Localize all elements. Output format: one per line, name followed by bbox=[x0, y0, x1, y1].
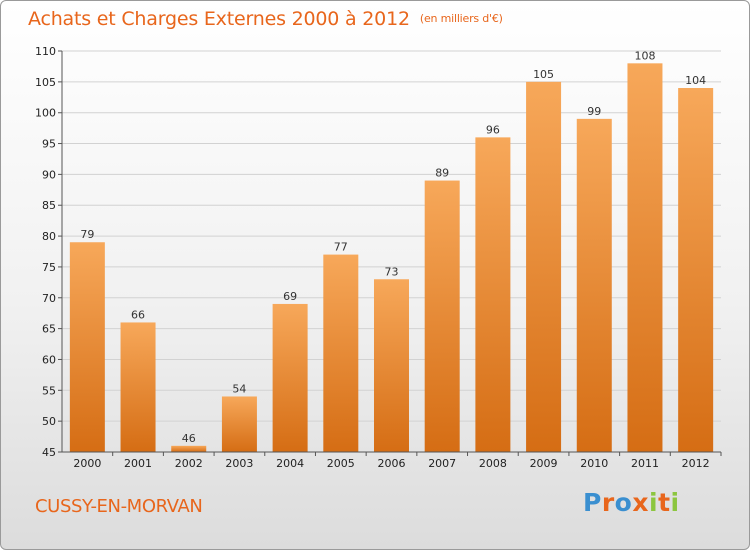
x-tick-label: 2003 bbox=[225, 457, 253, 470]
bar-value-label: 69 bbox=[283, 290, 297, 303]
x-tick-label: 2000 bbox=[73, 457, 101, 470]
bar bbox=[576, 118, 612, 452]
chart-title-text: Achats et Charges Externes 2000 à 2012 bbox=[28, 8, 410, 30]
bar-value-label: 89 bbox=[435, 167, 449, 180]
bar-layer: 79 66 46 54 69 77 73 89 96 105 99 108 104 bbox=[69, 49, 714, 453]
x-tick-label: 2008 bbox=[479, 457, 507, 470]
commune-name: CUSSY-EN-MORVAN bbox=[35, 496, 203, 517]
bar-value-label: 105 bbox=[533, 68, 554, 81]
bar bbox=[475, 137, 511, 452]
y-tick-label: 80 bbox=[42, 230, 56, 243]
y-tick-label: 95 bbox=[42, 138, 56, 151]
y-tick-label: 90 bbox=[42, 168, 56, 181]
bar bbox=[424, 180, 460, 453]
y-tick-label: 110 bbox=[35, 45, 56, 58]
bar-value-label: 79 bbox=[80, 228, 94, 241]
logo-letter: r bbox=[601, 488, 615, 517]
chart-subtitle: (en milliers d'€) bbox=[419, 12, 503, 25]
bar-value-label: 99 bbox=[587, 105, 601, 118]
x-tick-label: 2012 bbox=[682, 457, 710, 470]
bar-value-label: 104 bbox=[685, 74, 706, 87]
y-tick-label: 45 bbox=[42, 446, 56, 459]
bar-value-label: 54 bbox=[232, 382, 246, 395]
chart-title: Achats et Charges Externes 2000 à 2012 (e… bbox=[28, 8, 503, 30]
bar bbox=[374, 279, 409, 452]
logo-letter: i bbox=[670, 488, 680, 517]
y-tick-label: 100 bbox=[35, 107, 56, 120]
bar-value-label: 96 bbox=[486, 123, 500, 136]
logo-letter: P bbox=[583, 488, 602, 517]
x-tick-label: 2005 bbox=[327, 457, 355, 470]
x-tick-label: 2007 bbox=[428, 457, 456, 470]
bar bbox=[323, 254, 359, 452]
bar-value-label: 73 bbox=[385, 265, 399, 278]
x-tick-label: 2002 bbox=[175, 457, 203, 470]
y-tick-label: 65 bbox=[42, 323, 56, 336]
bar bbox=[69, 242, 105, 452]
bar bbox=[678, 88, 714, 452]
y-tick-label: 85 bbox=[42, 199, 56, 212]
bar bbox=[526, 81, 562, 452]
x-tick-label: 2006 bbox=[378, 457, 406, 470]
bar bbox=[627, 63, 663, 452]
bar bbox=[272, 303, 308, 452]
bar bbox=[171, 445, 207, 452]
y-tick-label: 60 bbox=[42, 353, 56, 366]
bar-value-label: 77 bbox=[334, 241, 348, 254]
logo-letter: o bbox=[614, 488, 633, 517]
x-tick-label: 2004 bbox=[276, 457, 304, 470]
axis-layer: 45 50 55 60 65 70 75 80 85 90 95 100 105 110 2000 2001 2… bbox=[35, 45, 722, 470]
x-tick-label: 2010 bbox=[580, 457, 608, 470]
y-tick-label: 75 bbox=[42, 261, 56, 274]
x-tick-label: 2011 bbox=[631, 457, 659, 470]
y-tick-label: 105 bbox=[35, 76, 56, 89]
bar bbox=[120, 322, 156, 452]
x-tick-label: 2001 bbox=[124, 457, 152, 470]
y-tick-label: 55 bbox=[42, 384, 56, 397]
bar-value-label: 46 bbox=[182, 432, 196, 445]
x-tick-label: 2009 bbox=[530, 457, 558, 470]
proxiti-logo: Proxiti bbox=[583, 488, 680, 517]
logo-letter: i bbox=[649, 488, 659, 517]
logo-letter: x bbox=[632, 488, 649, 517]
bar-value-label: 66 bbox=[131, 308, 145, 321]
y-tick-label: 70 bbox=[42, 292, 56, 305]
bar bbox=[221, 396, 257, 452]
y-tick-label: 50 bbox=[42, 415, 56, 428]
logo-letter: t bbox=[658, 488, 671, 517]
bar-value-label: 108 bbox=[634, 49, 655, 62]
